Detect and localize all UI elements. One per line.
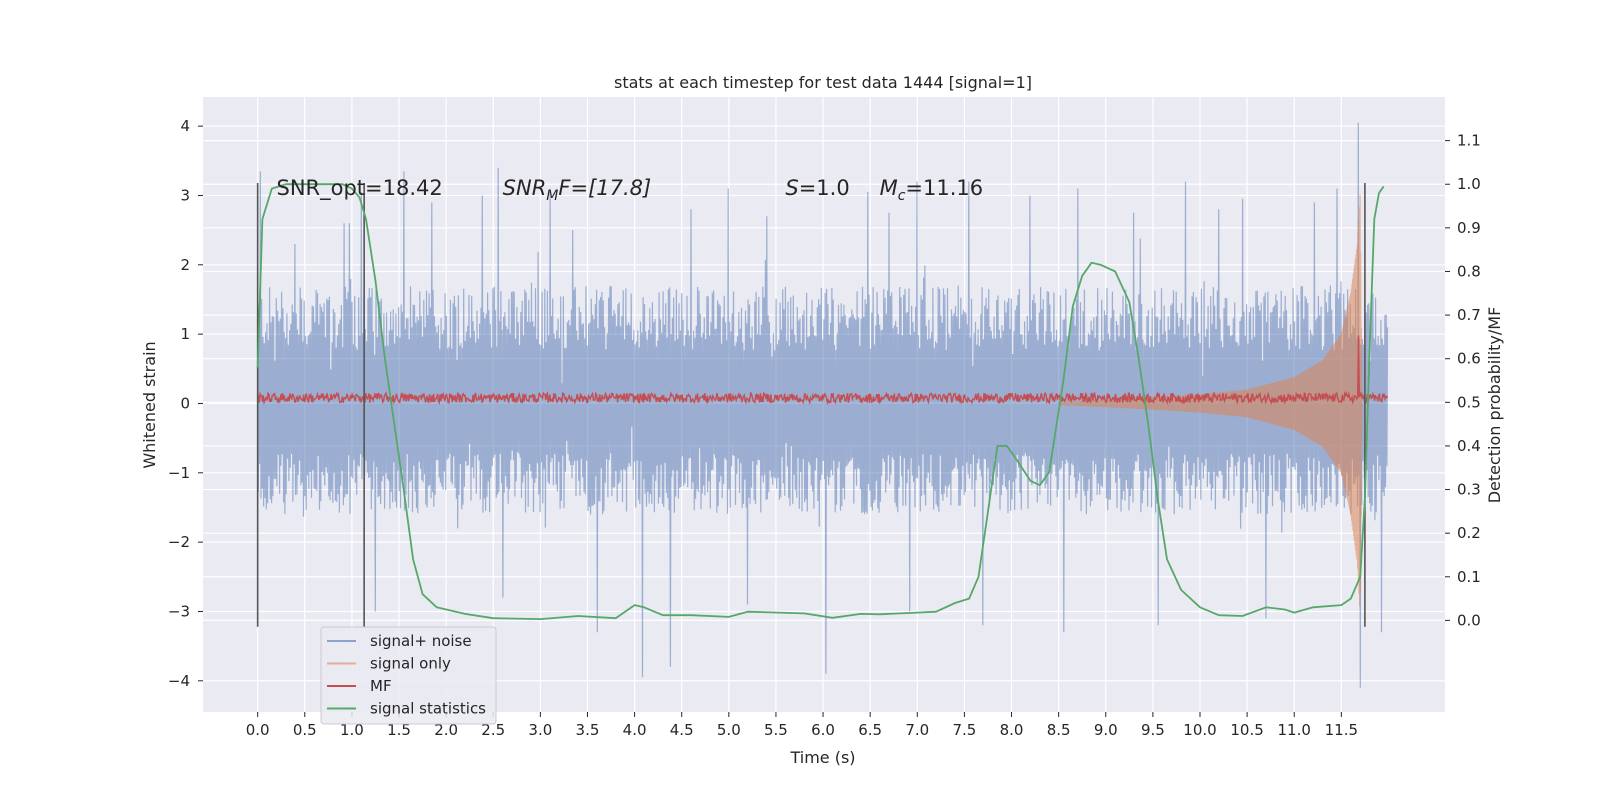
x-tick-label: 8.5 xyxy=(1047,721,1071,739)
y-tick-label: 4 xyxy=(180,117,190,135)
x-tick-label: 6.0 xyxy=(811,721,835,739)
annotation-rest: =1.0 xyxy=(799,176,850,200)
series-signal-statistics-line xyxy=(256,183,1385,620)
annotation-layer: SNR_opt=18.42 SNRMF=[17.8] S=1.0 Mc=11.16 xyxy=(277,176,984,204)
series-mf-line xyxy=(257,335,1389,406)
y2-tick-label: 0.2 xyxy=(1457,524,1481,542)
annotation-text: SNR_opt=18.42 xyxy=(277,176,443,201)
annotation-italic: M xyxy=(880,176,898,200)
annotation-rest: F=[17.8] xyxy=(558,176,651,200)
x-tick-label: 10.0 xyxy=(1183,721,1216,739)
x-tick-label: 9.0 xyxy=(1094,721,1118,739)
x-tick-label: 8.0 xyxy=(1000,721,1024,739)
x-tick-label: 5.5 xyxy=(764,721,788,739)
y2-tick-label: 0.0 xyxy=(1457,611,1481,629)
y-tick-label: −2 xyxy=(168,533,190,551)
x-tick-label: 1.5 xyxy=(387,721,411,739)
x-tick-label: 9.5 xyxy=(1141,721,1165,739)
y-tick-label: 0 xyxy=(180,394,190,412)
series-layer xyxy=(256,122,1389,688)
x-axis-label: Time (s) xyxy=(789,748,855,767)
y-axis-label: Whitened strain xyxy=(140,341,159,468)
x-tick-label: 2.5 xyxy=(481,721,505,739)
y-tick-label: −4 xyxy=(168,672,190,690)
axes-layer: 0.0 0.5 1.0 1.5 2.0 2.5 3.0 3.5 4.0 4.5 5.0 5.5 6.0 6… xyxy=(168,117,1481,739)
legend-label: MF xyxy=(370,677,392,695)
x-tick-label: 10.5 xyxy=(1230,721,1263,739)
annotation-subscript: M xyxy=(546,188,558,204)
x-tick-label: 4.0 xyxy=(623,721,647,739)
annotation-text: SNRMF=[17.8] xyxy=(503,176,652,204)
y2-tick-label: 0.5 xyxy=(1457,393,1481,411)
legend: signal+ noise signal only MF signal statist… xyxy=(320,626,497,725)
y-tick-label: 2 xyxy=(180,256,190,274)
y2-tick-label: 0.8 xyxy=(1457,262,1481,280)
y-tick-label: −1 xyxy=(168,464,190,482)
series-signal-noise-line xyxy=(257,122,1389,688)
legend-box xyxy=(320,626,497,725)
chart-title: stats at each timestep for test data 144… xyxy=(614,73,1032,92)
y2-tick-label: 0.1 xyxy=(1457,568,1481,586)
annotation-text: Mc=11.16 xyxy=(880,176,984,204)
annotation-subscript: c xyxy=(898,188,906,204)
x-tick-label: 0.5 xyxy=(293,721,317,739)
x-tick-label: 1.0 xyxy=(340,721,364,739)
y2-tick-label: 0.9 xyxy=(1457,219,1481,237)
annotation-rest: =11.16 xyxy=(905,176,983,200)
x-tick-label: 11.0 xyxy=(1278,721,1311,739)
y2-tick-label: 0.7 xyxy=(1457,306,1481,324)
x-tick-label: 3.0 xyxy=(528,721,552,739)
y2-tick-label: 1.0 xyxy=(1457,175,1481,193)
legend-label: signal+ noise xyxy=(370,632,472,650)
annotation-italic: S xyxy=(785,176,798,200)
legend-label: signal only xyxy=(370,655,451,673)
y2-axis-label: Detection probability/MF xyxy=(1485,307,1504,504)
x-tick-label: 11.5 xyxy=(1325,721,1358,739)
x-tick-label: 5.0 xyxy=(717,721,741,739)
x-tick-label: 3.5 xyxy=(576,721,600,739)
legend-label: signal statistics xyxy=(370,700,486,718)
y2-tick-label: 0.4 xyxy=(1457,437,1481,455)
annotation-italic: SNR xyxy=(503,176,547,200)
y2-tick-label: 1.1 xyxy=(1457,132,1481,150)
annotation-text: S=1.0 xyxy=(785,176,849,200)
y2-tick-label: 0.3 xyxy=(1457,481,1481,499)
y-tick-label: −3 xyxy=(168,602,190,620)
y-tick-label: 3 xyxy=(180,186,190,204)
y2-tick-label: 0.6 xyxy=(1457,350,1481,368)
x-tick-label: 6.5 xyxy=(858,721,882,739)
x-tick-label: 7.0 xyxy=(905,721,929,739)
x-tick-label: 4.5 xyxy=(670,721,694,739)
x-tick-label: 0.0 xyxy=(246,721,270,739)
x-tick-label: 2.0 xyxy=(434,721,458,739)
series-signal-only-line xyxy=(1058,194,1363,607)
x-tick-label: 7.5 xyxy=(952,721,976,739)
y-tick-label: 1 xyxy=(180,325,190,343)
